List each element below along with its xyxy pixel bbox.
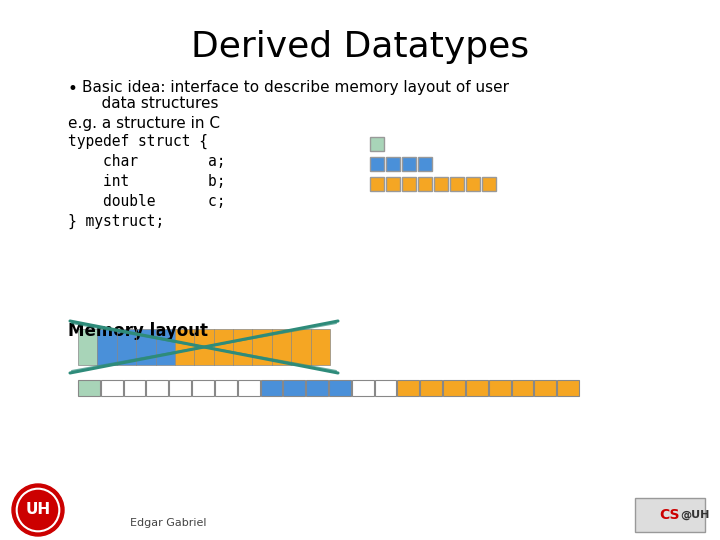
Bar	[402, 157, 416, 171]
Bar	[175, 329, 330, 365]
Text: •: •	[68, 80, 78, 98]
Bar	[418, 157, 432, 171]
Text: char        a;: char a;	[68, 154, 225, 169]
Text: e.g. a structure in C: e.g. a structure in C	[68, 116, 220, 131]
Bar	[450, 177, 464, 191]
Text: Memory layout: Memory layout	[68, 322, 208, 340]
Bar	[466, 380, 487, 396]
Bar	[306, 380, 328, 396]
Bar	[557, 380, 579, 396]
Bar	[420, 380, 442, 396]
Bar	[97, 329, 175, 365]
Text: } mystruct;: } mystruct;	[68, 214, 164, 229]
Bar	[418, 177, 432, 191]
Bar	[511, 380, 534, 396]
Bar	[78, 380, 100, 396]
Bar	[215, 380, 237, 396]
Bar	[434, 177, 448, 191]
Bar	[238, 380, 259, 396]
Bar	[78, 329, 97, 365]
Bar	[352, 380, 374, 396]
Text: @UH: @UH	[680, 510, 709, 520]
Bar	[397, 380, 419, 396]
Bar	[402, 177, 416, 191]
Bar	[101, 380, 122, 396]
Text: double      c;: double c;	[68, 194, 225, 209]
Bar	[192, 380, 214, 396]
Bar	[284, 380, 305, 396]
Circle shape	[17, 489, 59, 531]
Bar	[169, 380, 191, 396]
Bar	[482, 177, 496, 191]
Text: typedef struct {: typedef struct {	[68, 134, 208, 149]
Text: Basic idea: interface to describe memory layout of user: Basic idea: interface to describe memory…	[82, 80, 509, 95]
Bar	[370, 177, 384, 191]
Bar	[386, 157, 400, 171]
Bar	[370, 157, 384, 171]
Text: CS: CS	[660, 508, 680, 522]
Text: data structures: data structures	[82, 96, 218, 111]
Bar	[146, 380, 168, 396]
Text: Edgar Gabriel: Edgar Gabriel	[130, 518, 207, 528]
Bar	[534, 380, 556, 396]
Text: Derived Datatypes: Derived Datatypes	[191, 30, 529, 64]
Text: UH: UH	[25, 503, 50, 517]
Bar	[386, 177, 400, 191]
Bar	[329, 380, 351, 396]
Circle shape	[12, 484, 64, 536]
Bar	[466, 177, 480, 191]
Bar	[443, 380, 465, 396]
Bar	[635, 498, 705, 532]
Text: int         b;: int b;	[68, 174, 225, 189]
Bar	[261, 380, 282, 396]
Bar	[124, 380, 145, 396]
Bar	[489, 380, 510, 396]
Bar	[370, 137, 384, 151]
Bar	[374, 380, 397, 396]
